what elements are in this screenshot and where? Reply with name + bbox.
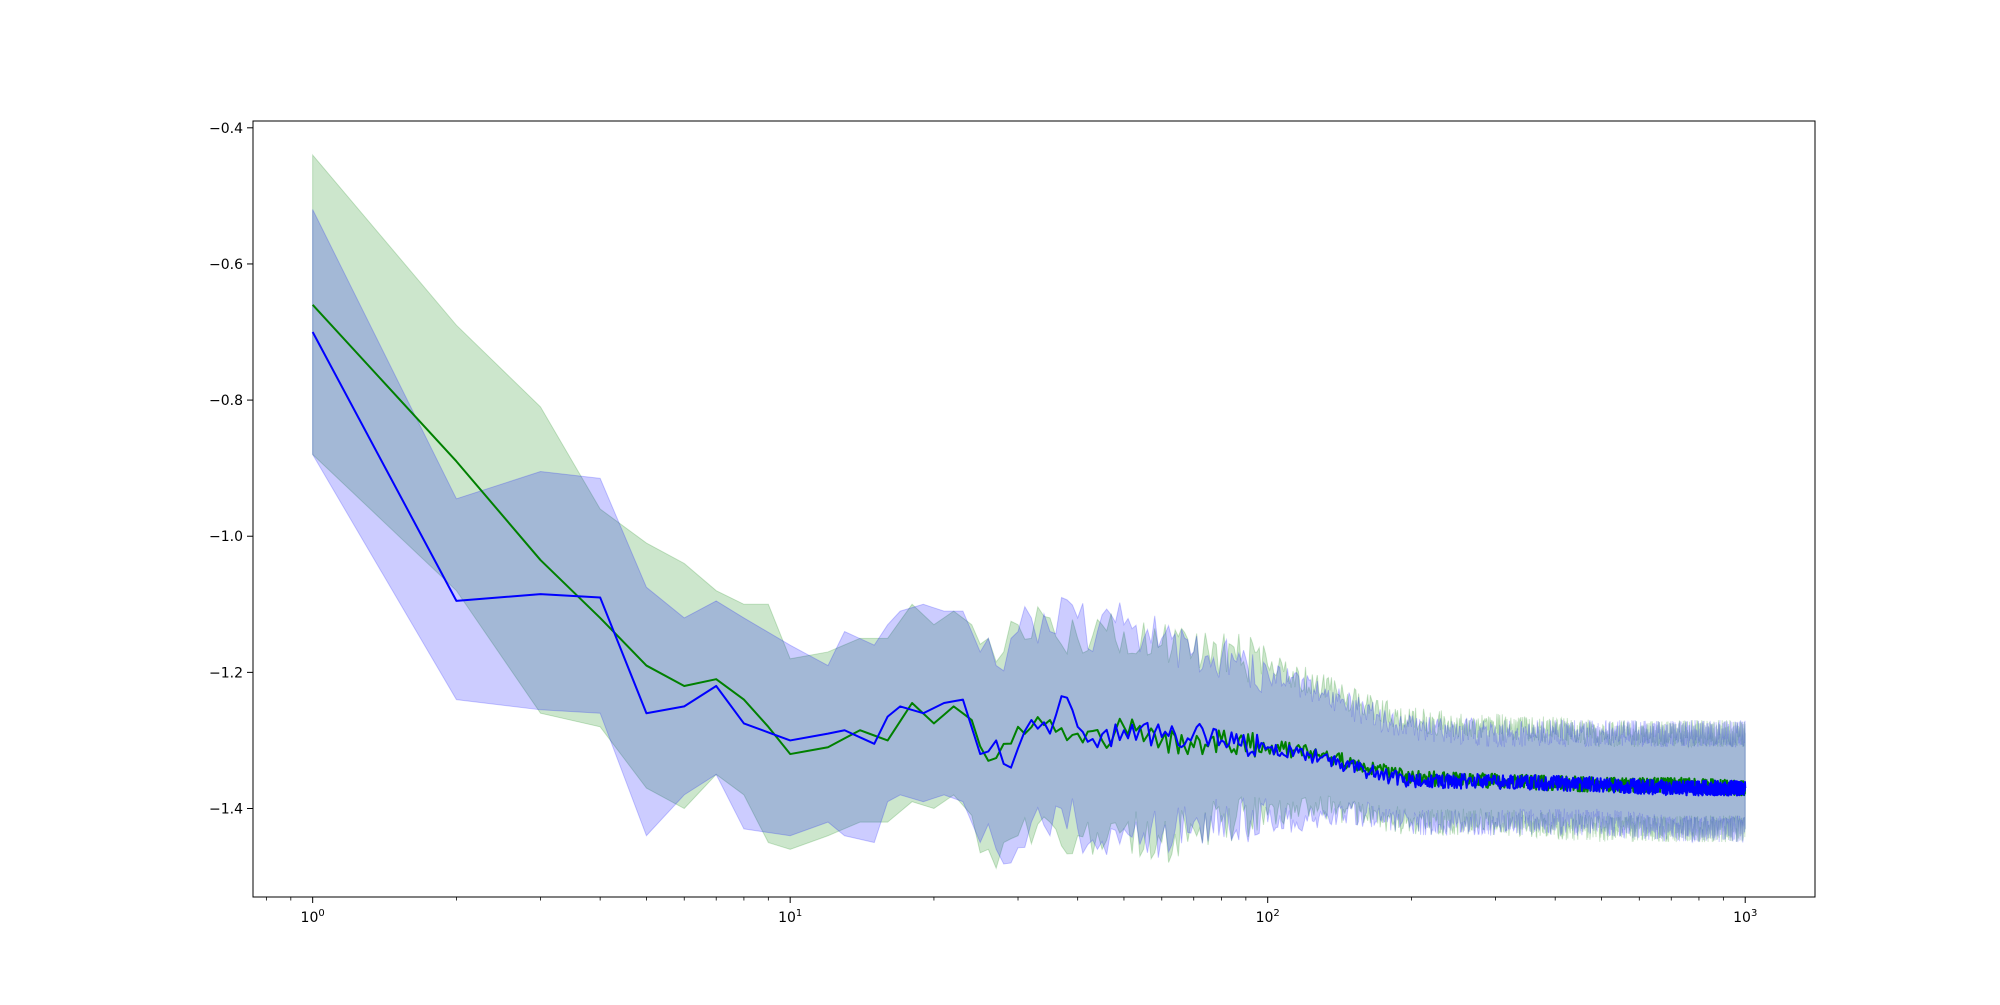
series-line-2 [311,331,1747,797]
y-tick-label: −1.4 [209,802,243,818]
x-tick-label: 101 [778,908,802,926]
y-tick-label: −0.6 [209,257,243,273]
y-tick-label: −1.0 [209,529,243,545]
confidence-band-1 [312,153,1746,870]
x-tick-label: 102 [1256,908,1280,926]
plot-area-frame [252,120,1816,898]
confidence-band-2 [312,209,1746,865]
series-lines [311,304,1747,797]
x-axis: 100 101 102 103 [265,897,1757,926]
y-axis: −0.4 −0.6 −0.8 −1.0 −1.2 −1.4 [209,121,253,818]
y-tick-label: −0.4 [209,121,243,137]
y-tick-label: −1.2 [209,665,243,681]
y-tick-label: −0.8 [209,393,243,409]
x-tick-label: 100 [301,908,325,926]
confidence-bands [312,153,1746,870]
x-tick-label: 103 [1733,908,1757,926]
